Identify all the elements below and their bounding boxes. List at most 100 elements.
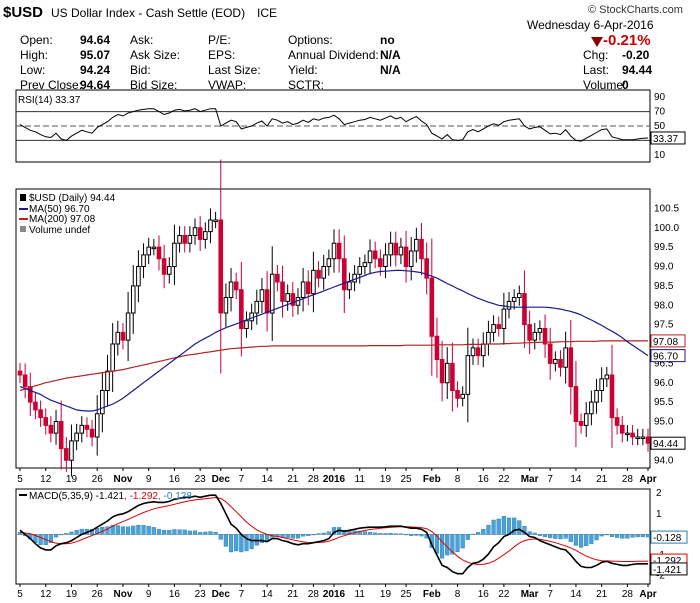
macd-histogram-bar: [398, 533, 404, 535]
macd-histogram-bar: [393, 533, 398, 535]
price-candle: [496, 324, 502, 329]
macd-histogram-bar: [295, 534, 301, 539]
price-candle: [89, 428, 95, 438]
price-candle: [357, 266, 363, 275]
price-candle: [403, 246, 409, 267]
macd-x-axis-label: 12: [40, 589, 52, 600]
macd-histogram-bar: [326, 531, 331, 535]
price-candle: [213, 219, 218, 222]
macd-x-axis-label: 14: [262, 589, 274, 600]
macd-histogram-bar: [156, 529, 162, 535]
macd-histogram-bar: [321, 532, 326, 535]
price-candle: [599, 378, 604, 391]
macd-histogram-bar: [182, 529, 187, 535]
price-last-label: 94.44: [653, 439, 678, 450]
price-candle: [522, 293, 527, 326]
x-axis-label: 14: [570, 474, 582, 485]
price-candle: [115, 331, 121, 345]
macd-histogram-bar: [578, 534, 584, 548]
price-candle: [94, 413, 100, 438]
price-candle: [393, 242, 399, 256]
quote-label: Options:: [288, 33, 333, 47]
price-candle: [594, 390, 599, 403]
x-axis-label: 19: [66, 474, 78, 485]
macd-histogram-bar: [187, 530, 192, 535]
price-candle: [470, 347, 476, 357]
x-axis-label: 9: [146, 474, 152, 485]
price-candle: [316, 269, 321, 279]
quote-value: 94.44: [622, 63, 653, 77]
macd-hist-last-label-box: [650, 530, 688, 544]
macd-histogram-bar: [620, 534, 625, 539]
price-candle: [480, 343, 486, 357]
price-candle: [398, 246, 404, 256]
price-candle: [58, 421, 64, 450]
price-candle: [619, 424, 625, 434]
x-axis-label: Dec: [212, 474, 231, 485]
price-candle: [74, 432, 79, 442]
price-last-label-box: [650, 436, 686, 450]
macd-x-axis-label: 9: [146, 589, 152, 600]
macd-x-axis-label: 23: [195, 589, 207, 600]
quote-label: P/E:: [208, 33, 231, 47]
price-candle: [110, 343, 115, 372]
price-candle: [269, 273, 275, 314]
macd-histogram-bar: [259, 534, 265, 543]
price-candle: [465, 355, 471, 395]
quote-label: Chg:: [583, 48, 609, 62]
macd-histogram-bar: [141, 525, 146, 535]
macd-histogram-bar: [496, 518, 501, 535]
price-candle: [537, 328, 543, 333]
macd-x-axis-label: 16: [478, 589, 490, 600]
macd-histogram-bar: [481, 529, 486, 535]
macd-histogram-bar: [120, 526, 126, 535]
price-candle: [578, 421, 584, 426]
macd-histogram-bar: [228, 534, 234, 553]
price-candle: [336, 242, 342, 260]
macd-tick-label: 1: [656, 509, 662, 520]
price-candle: [450, 362, 455, 391]
macd-histogram-bar: [105, 526, 110, 535]
x-axis-label: 21: [596, 474, 608, 485]
price-candle: [568, 347, 574, 388]
quote-value: 94.24: [80, 63, 111, 77]
price-candle: [408, 250, 414, 267]
price-candle: [589, 401, 594, 415]
macd-histogram-bar: [419, 534, 424, 537]
macd-histogram-bar: [249, 534, 254, 550]
x-axis-label: 25: [401, 474, 413, 485]
price-candle: [300, 281, 306, 298]
macd-histogram-bar: [177, 529, 182, 535]
macd-x-axis-label: 21: [287, 589, 299, 600]
macd-legend-value: MACD(5,35,9) -1.421: [29, 491, 124, 502]
quote-label: Prev Close:: [20, 78, 83, 92]
price-tick-label: 99.0: [654, 262, 674, 273]
macd-line: [19, 494, 648, 575]
price-candle: [305, 281, 311, 295]
macd-histogram-bar: [558, 534, 563, 540]
macd-histogram-bar: [110, 524, 115, 535]
macd-histogram-bar: [517, 520, 522, 535]
macd-histogram-bar: [594, 534, 599, 541]
price-candle: [475, 347, 481, 357]
x-axis-label: Apr: [639, 474, 656, 485]
macd-histogram-bar: [470, 533, 476, 535]
macd-x-axis-label: 16: [169, 589, 181, 600]
macd-histogram-bar: [367, 531, 373, 535]
macd-histogram-bar: [115, 525, 120, 535]
macd-histogram-bar: [48, 534, 53, 543]
macd-histogram-bar: [342, 529, 347, 535]
price-candle: [290, 293, 296, 306]
macd-histogram-bar: [506, 517, 512, 535]
macd-histogram-bar: [125, 526, 131, 535]
macd-histogram-bar: [218, 534, 223, 540]
price-candle: [166, 266, 172, 275]
price-candle: [341, 258, 347, 291]
price-candle: [27, 386, 33, 403]
quote-label: Low:: [20, 63, 46, 77]
price-candle: [197, 227, 203, 240]
macd-histogram-bar: [476, 532, 481, 535]
x-axis-label: 26: [92, 474, 104, 485]
price-candle: [130, 285, 136, 314]
price-candle: [172, 242, 177, 267]
